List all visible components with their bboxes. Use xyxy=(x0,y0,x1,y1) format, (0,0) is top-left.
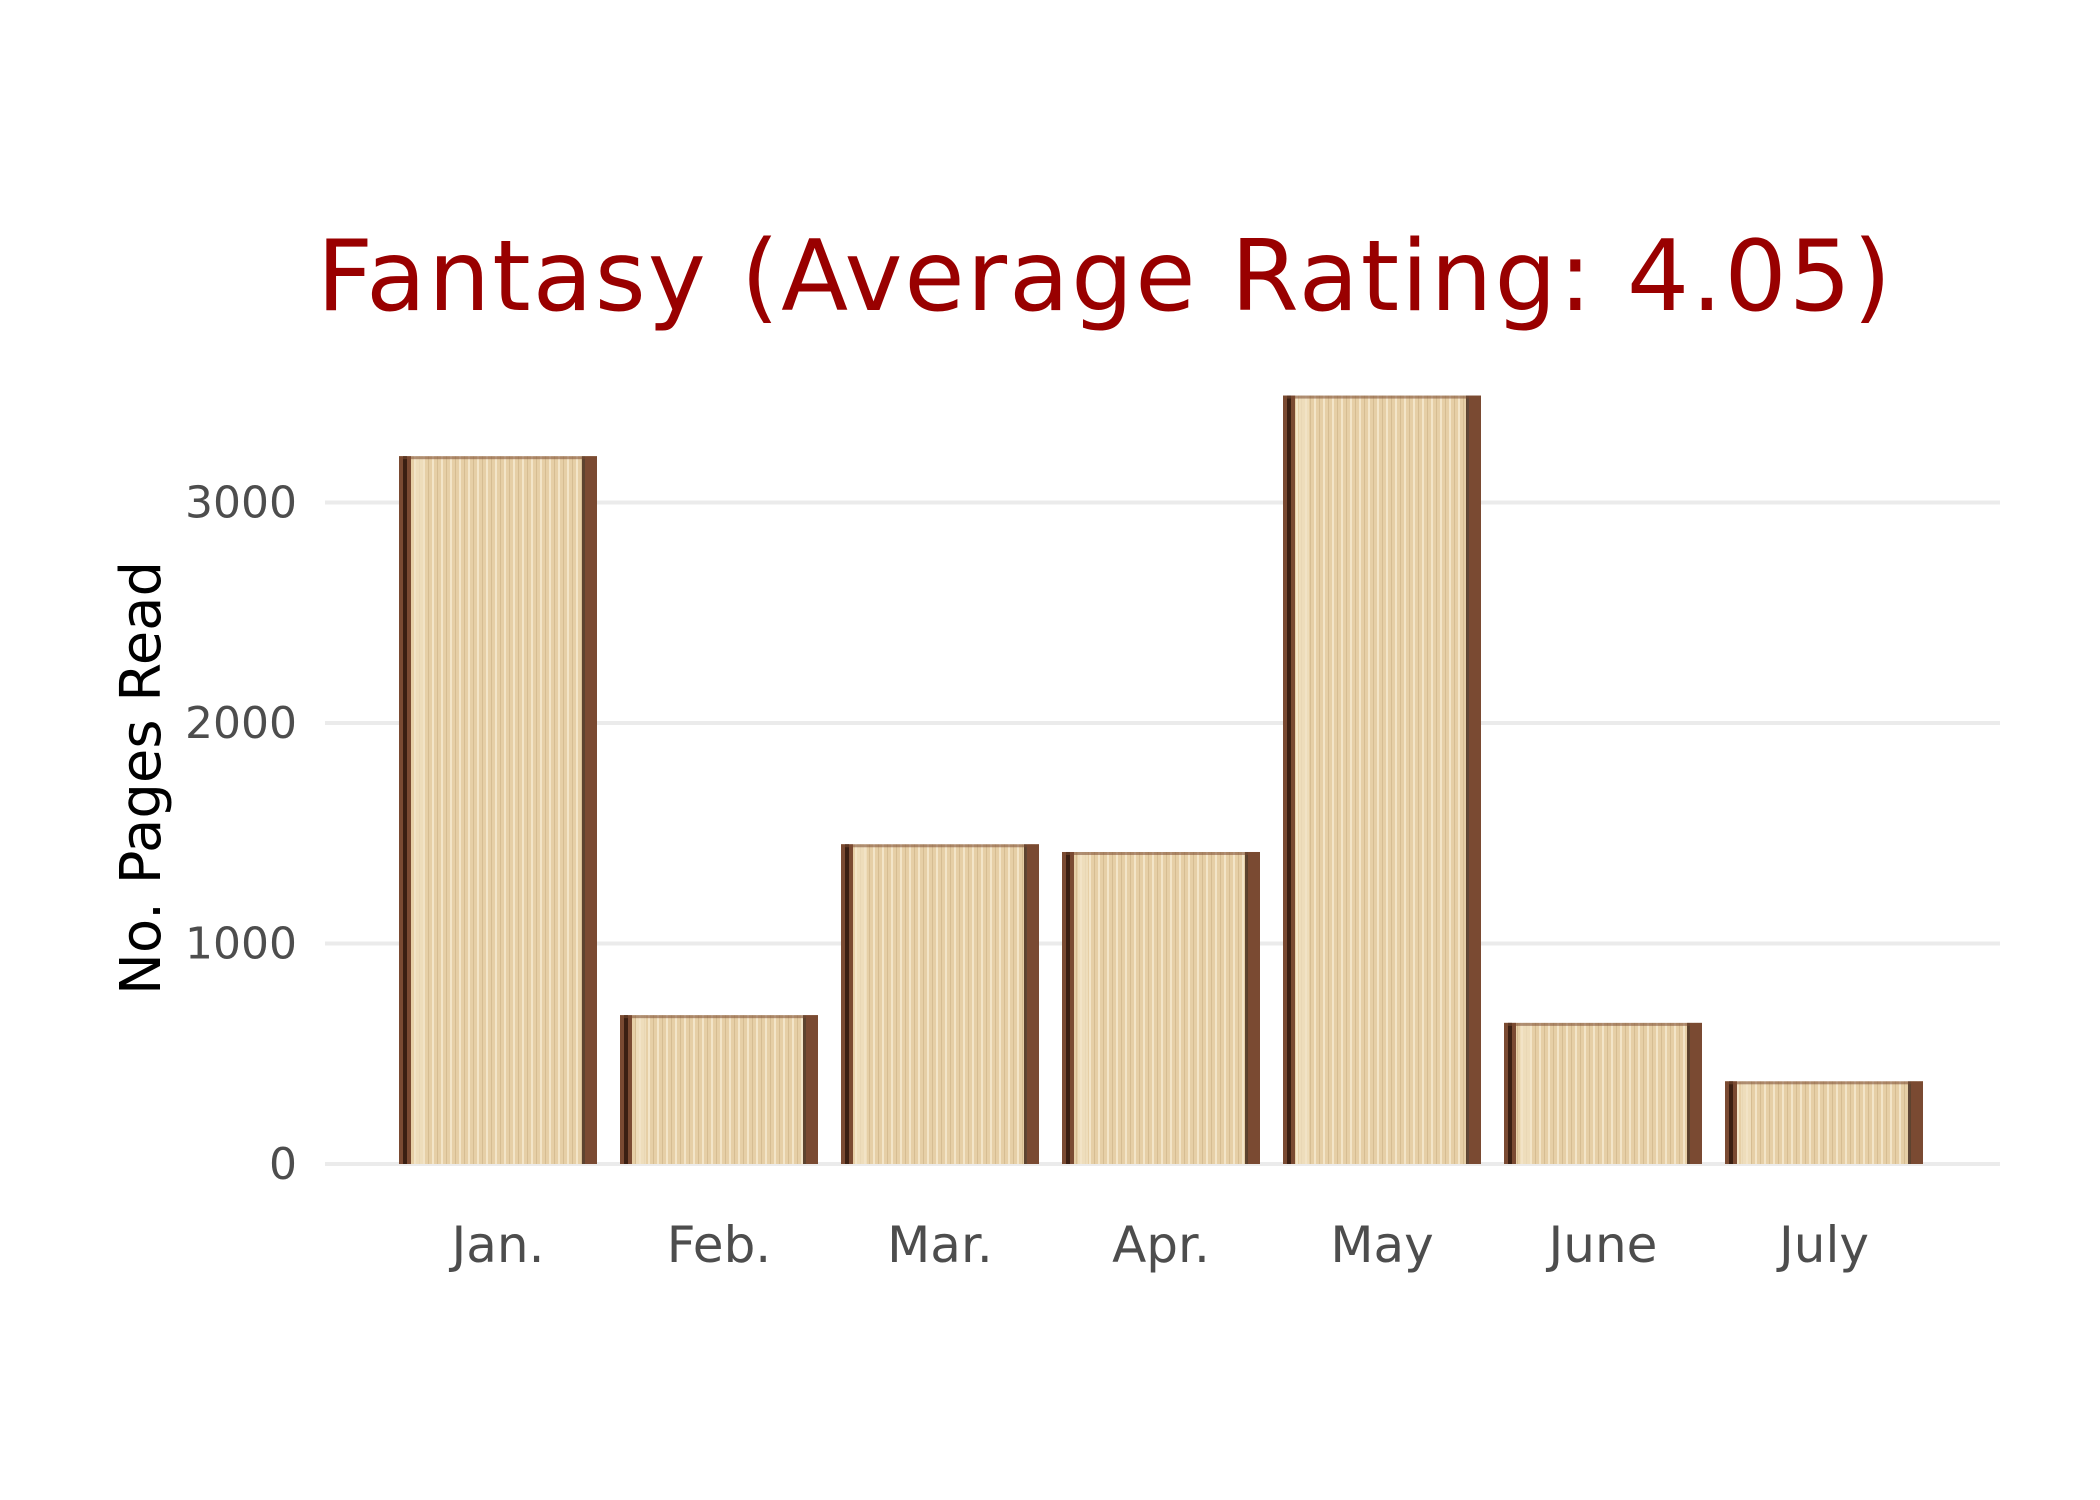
bar-spine-left-shadow xyxy=(403,456,407,1164)
bar-spine-right xyxy=(1027,844,1039,1164)
bar-pages xyxy=(1504,1022,1702,1164)
bar-spine-right-shadow xyxy=(1466,395,1469,1164)
y-tick-label: 0 xyxy=(269,1139,297,1190)
chart-title: Fantasy (Average Rating: 4.05) xyxy=(317,220,1894,334)
bar-spine-left-shadow xyxy=(1729,1081,1733,1164)
y-tick-label: 1000 xyxy=(185,919,297,970)
bar-feb xyxy=(620,1015,818,1164)
bar-top-edge xyxy=(1062,851,1260,855)
bar-top-edge xyxy=(1504,1022,1702,1026)
y-tick-label: 2000 xyxy=(185,698,297,749)
bar-mar xyxy=(841,844,1039,1164)
bar-spine-left-shadow xyxy=(1287,395,1291,1164)
bar-pages xyxy=(1062,851,1260,1164)
x-tick-label: June xyxy=(1546,1216,1658,1274)
x-tick-label: May xyxy=(1330,1216,1433,1274)
bar-spine-left-shadow xyxy=(845,844,849,1164)
bar-spine-right xyxy=(1469,395,1481,1164)
bar-spine-left-shadow xyxy=(1508,1022,1512,1164)
bar-pages xyxy=(1725,1081,1923,1164)
bar-highlight xyxy=(415,456,425,1164)
bar-pages xyxy=(399,456,597,1164)
bar-spine-right-shadow xyxy=(1024,844,1027,1164)
bar-july xyxy=(1725,1081,1923,1164)
bar-pages xyxy=(841,844,1039,1164)
bar-spine-right-shadow xyxy=(1687,1022,1690,1164)
bar-spine-right xyxy=(585,456,597,1164)
y-axis-label: No. Pages Read xyxy=(109,561,174,995)
y-tick-label: 3000 xyxy=(185,478,297,529)
x-tick-label: Apr. xyxy=(1112,1216,1210,1274)
bar-spine-right xyxy=(1690,1022,1702,1164)
bar-top-edge xyxy=(1283,395,1481,399)
bar-spine-right-shadow xyxy=(1908,1081,1911,1164)
bar-spine-right-shadow xyxy=(803,1015,806,1164)
x-tick-label: Jan. xyxy=(449,1216,545,1274)
bar-highlight xyxy=(1741,1081,1751,1164)
bar-pages xyxy=(1283,395,1481,1164)
bars xyxy=(399,395,1923,1164)
bar-spine-right xyxy=(1248,851,1260,1164)
bar-highlight xyxy=(636,1015,646,1164)
bar-spine-right xyxy=(1911,1081,1923,1164)
bar-highlight xyxy=(857,844,867,1164)
bar-top-edge xyxy=(1725,1081,1923,1085)
x-tick-label: July xyxy=(1776,1216,1869,1274)
x-tick-label: Mar. xyxy=(887,1216,993,1274)
bar-highlight xyxy=(1520,1022,1530,1164)
bar-spine-right-shadow xyxy=(582,456,585,1164)
bar-spine-right xyxy=(806,1015,818,1164)
bar-top-edge xyxy=(399,456,597,460)
bar-spine-right-shadow xyxy=(1245,851,1248,1164)
y-axis-ticks: 0 1000 2000 3000 xyxy=(185,478,297,1191)
bar-spine-left-shadow xyxy=(1066,851,1070,1164)
bar-jan xyxy=(399,456,597,1164)
bar-may xyxy=(1283,395,1481,1164)
bar-apr xyxy=(1062,851,1260,1164)
bar-spine-left-shadow xyxy=(624,1015,628,1164)
bar-highlight xyxy=(1078,851,1088,1164)
x-axis-ticks: Jan. Feb. Mar. Apr. May June July xyxy=(449,1216,1869,1274)
bar-top-edge xyxy=(841,844,1039,848)
bar-pages xyxy=(620,1015,818,1164)
bar-june xyxy=(1504,1022,1702,1164)
x-tick-label: Feb. xyxy=(667,1216,771,1274)
bar-top-edge xyxy=(620,1015,818,1019)
bar-highlight xyxy=(1299,395,1309,1164)
